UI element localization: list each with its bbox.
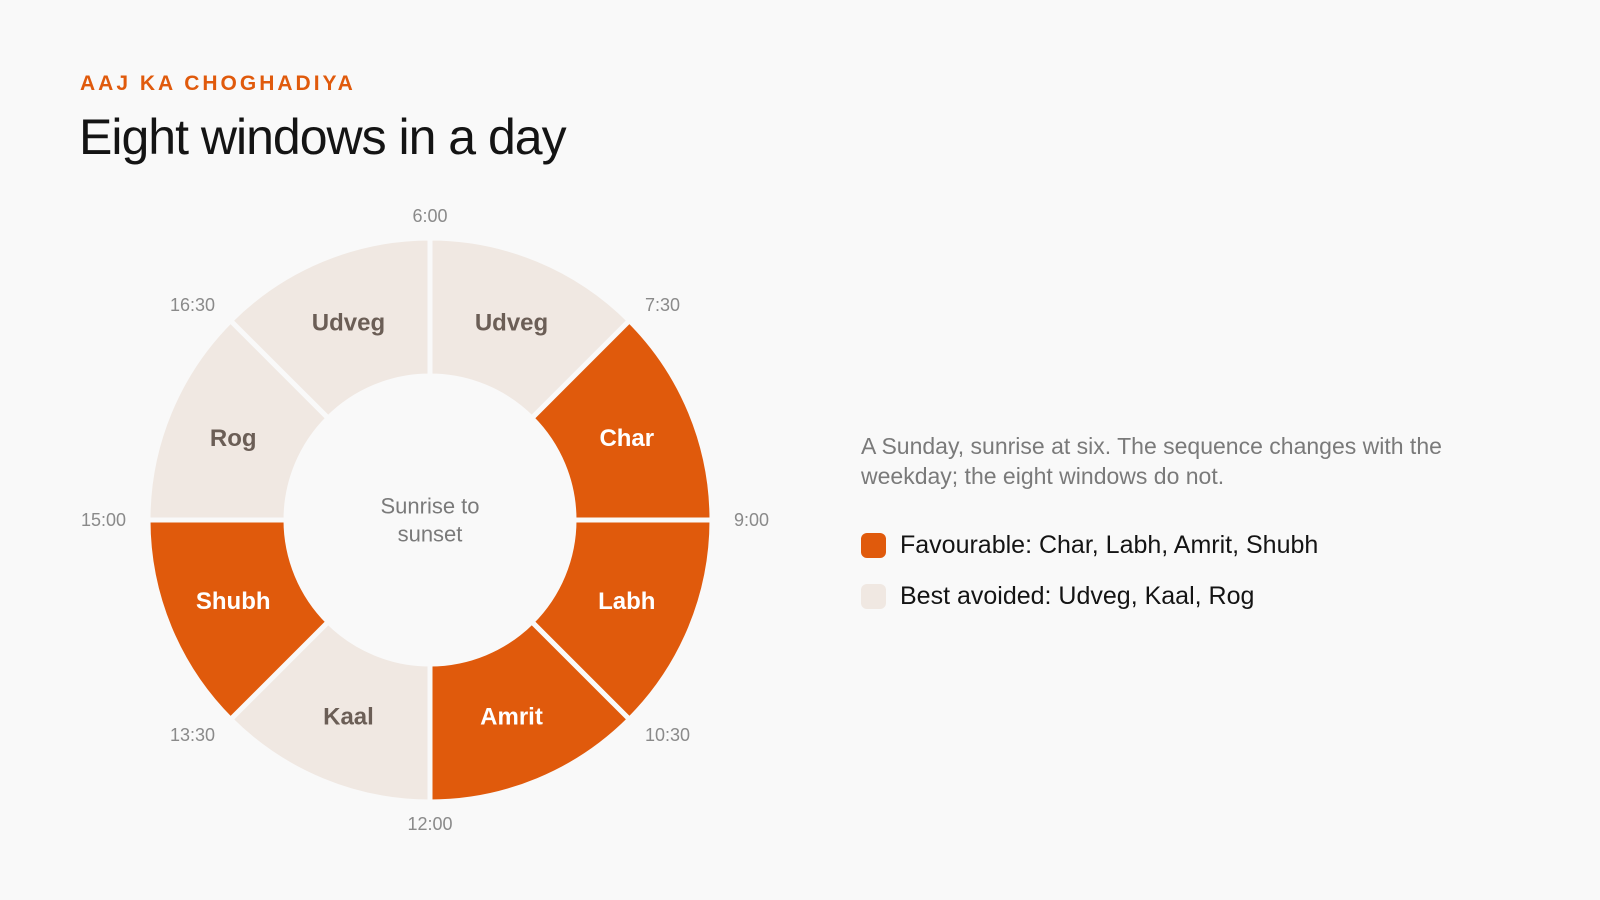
segment-udveg-7 bbox=[227, 235, 433, 422]
legend-item-favourable: Favourable: Char, Labh, Amrit, Shubh bbox=[861, 527, 1318, 563]
segment-label-kaal-4: Kaal bbox=[323, 703, 374, 730]
choghadiya-wheel: Udveg Char Labh Amrit Kaal Shubh Rog Udveg 6:00 7… bbox=[81, 206, 769, 834]
segment-label-shubh-5: Shubh bbox=[196, 588, 271, 615]
time-label-12-00: 12:00 bbox=[407, 814, 452, 834]
time-label-15-00: 15:00 bbox=[81, 510, 126, 530]
segment-label-rog-6: Rog bbox=[210, 425, 257, 452]
segment-label-char-1: Char bbox=[599, 425, 654, 452]
center-label: Sunrise to sunset bbox=[380, 494, 479, 547]
eyebrow-label: AAJ KA CHOGHADIYA bbox=[80, 72, 356, 95]
legend-swatch-avoided bbox=[861, 583, 886, 609]
legend-label-avoided: Best avoided: Udveg, Kaal, Rog bbox=[900, 581, 1255, 610]
segment-label-amrit-3: Amrit bbox=[480, 703, 543, 730]
time-label-16-30: 16:30 bbox=[170, 295, 215, 315]
legend-swatch-favourable bbox=[861, 532, 886, 558]
page-title: Eight windows in a day bbox=[79, 109, 567, 165]
time-label-10-30: 10:30 bbox=[645, 725, 690, 745]
legend: Favourable: Char, Labh, Amrit, Shubh Bes… bbox=[861, 527, 1318, 629]
time-label-7-30: 7:30 bbox=[645, 295, 680, 315]
time-label-6-00: 6:00 bbox=[412, 206, 447, 226]
segment-label-udveg-7: Udveg bbox=[312, 310, 385, 337]
legend-item-avoided: Best avoided: Udveg, Kaal, Rog bbox=[861, 578, 1318, 614]
segment-label-udveg-0: Udveg bbox=[475, 310, 548, 337]
time-label-9-00: 9:00 bbox=[734, 510, 769, 530]
legend-label-favourable: Favourable: Char, Labh, Amrit, Shubh bbox=[900, 530, 1319, 559]
description-text: A Sunday, sunrise at six. The sequence c… bbox=[861, 433, 1442, 489]
segment-label-labh-2: Labh bbox=[598, 588, 655, 615]
time-label-13-30: 13:30 bbox=[170, 725, 215, 745]
